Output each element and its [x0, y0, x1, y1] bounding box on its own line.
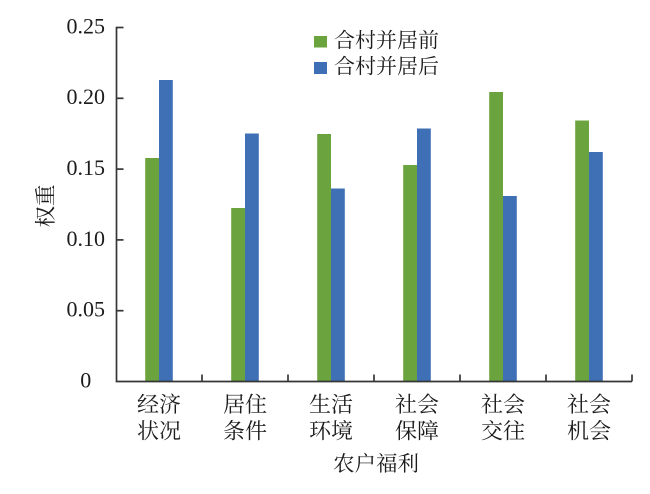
svg-text:0.20: 0.20: [67, 84, 106, 109]
svg-text:0.10: 0.10: [67, 226, 106, 251]
svg-text:0.25: 0.25: [67, 13, 106, 38]
svg-text:0.15: 0.15: [67, 155, 106, 180]
svg-text:0.05: 0.05: [67, 297, 106, 322]
svg-text:0: 0: [80, 367, 91, 392]
